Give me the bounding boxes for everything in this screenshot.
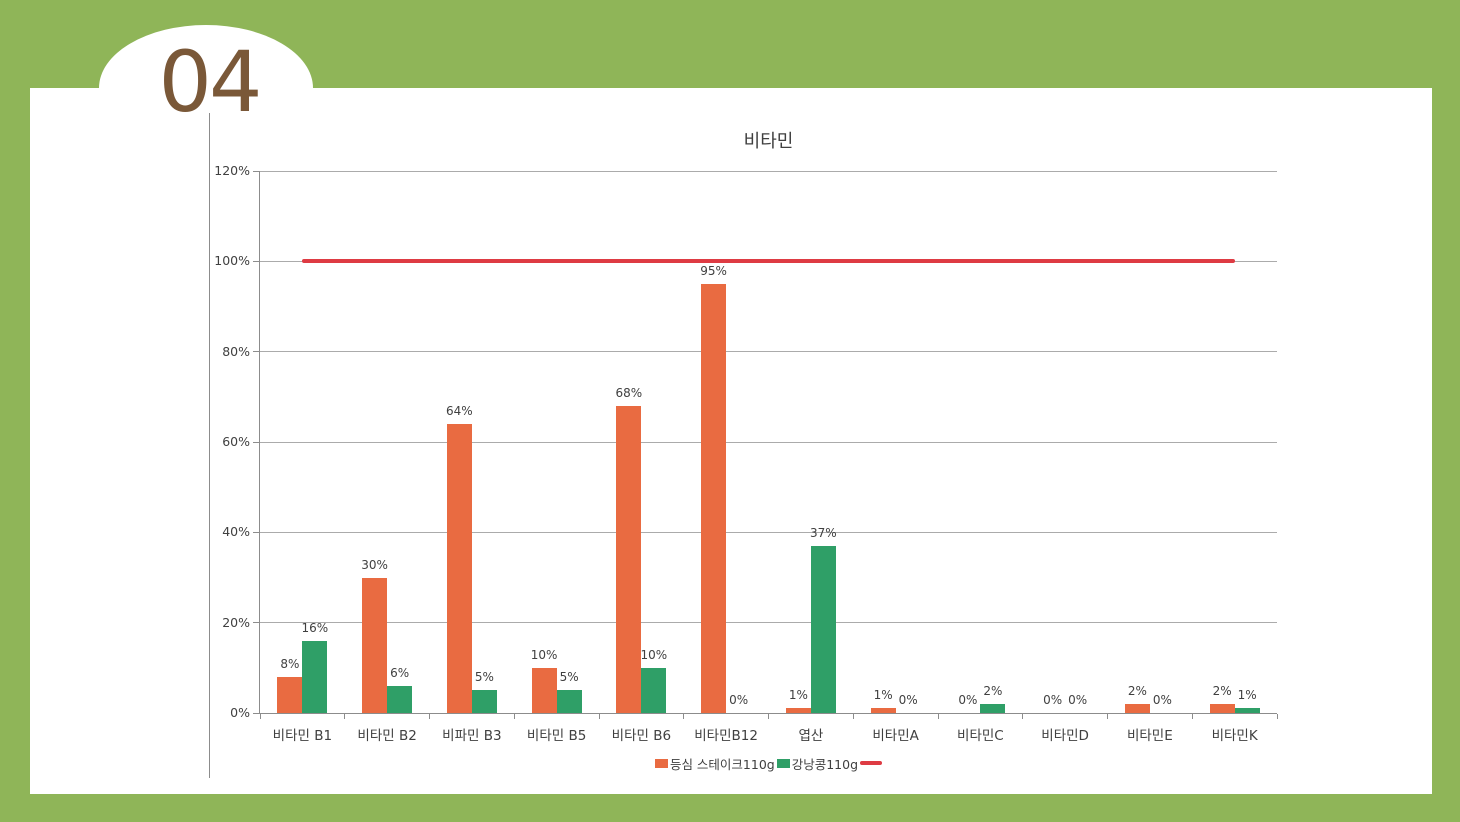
content-area bbox=[30, 88, 1432, 794]
corner-dome bbox=[99, 25, 313, 151]
section-number: 04 bbox=[158, 33, 263, 131]
section-divider-line bbox=[209, 113, 210, 778]
